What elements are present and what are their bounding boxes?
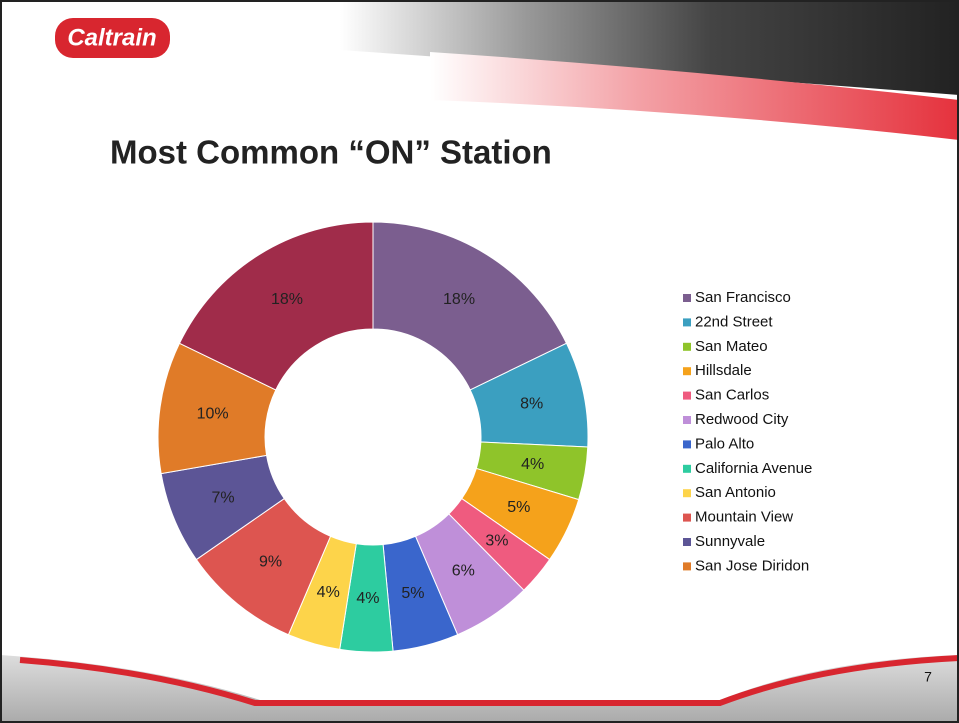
data-label: 9% [259,554,282,571]
data-label: 10% [197,406,229,423]
data-label: 18% [443,291,475,308]
legend-label: Mountain View [695,509,793,526]
legend-swatch [683,562,691,571]
logo-shape [55,18,170,58]
legend-swatch [683,489,691,498]
legend-label: San Mateo [695,338,768,355]
legend-label: Palo Alto [695,435,754,452]
footer-line [19,655,959,706]
data-label: 5% [401,585,424,602]
data-label: 4% [521,456,544,473]
legend-label: San Antonio [695,484,776,501]
legend-swatch [683,416,691,424]
data-label: 4% [317,584,340,601]
data-label: 7% [212,490,235,507]
legend-swatch [683,464,691,473]
chart: 18% 8% 4% 5% 3% 6% 5% 4% 4% 9% 7% 10% 18% San Francis… [157,221,812,653]
slice [178,221,374,391]
logo: Caltrain [67,24,156,51]
legend-swatch [683,513,691,522]
header-band [340,0,959,95]
legend-label: California Avenue [695,460,812,477]
legend-swatch [683,318,691,327]
legend-label: 22nd Street [695,313,773,330]
legend-swatch [683,294,691,302]
chart-title: Most Common “ON” Station [110,134,552,171]
header-red [430,52,959,140]
legend-label: Hillsdale [695,362,752,379]
data-label: 3% [485,533,508,550]
data-label: 18% [271,291,303,308]
legend-swatch [683,538,691,546]
legend-label: Redwood City [695,411,789,428]
legend-label: San Jose Diridon [695,557,809,574]
slice [372,221,568,391]
legend-swatch [683,342,691,351]
data-label: 6% [452,563,475,580]
data-label: 8% [520,396,543,413]
legend-swatch [683,367,691,376]
legend-label: San Carlos [695,387,769,404]
legend-swatch [683,391,691,400]
data-label: 4% [356,590,379,607]
data-label: 5% [507,499,530,516]
page-number: 7 [924,669,932,685]
legend-label: Sunnyvale [695,533,765,550]
legend-swatch [683,440,691,449]
legend-label: San Francisco [695,289,791,306]
